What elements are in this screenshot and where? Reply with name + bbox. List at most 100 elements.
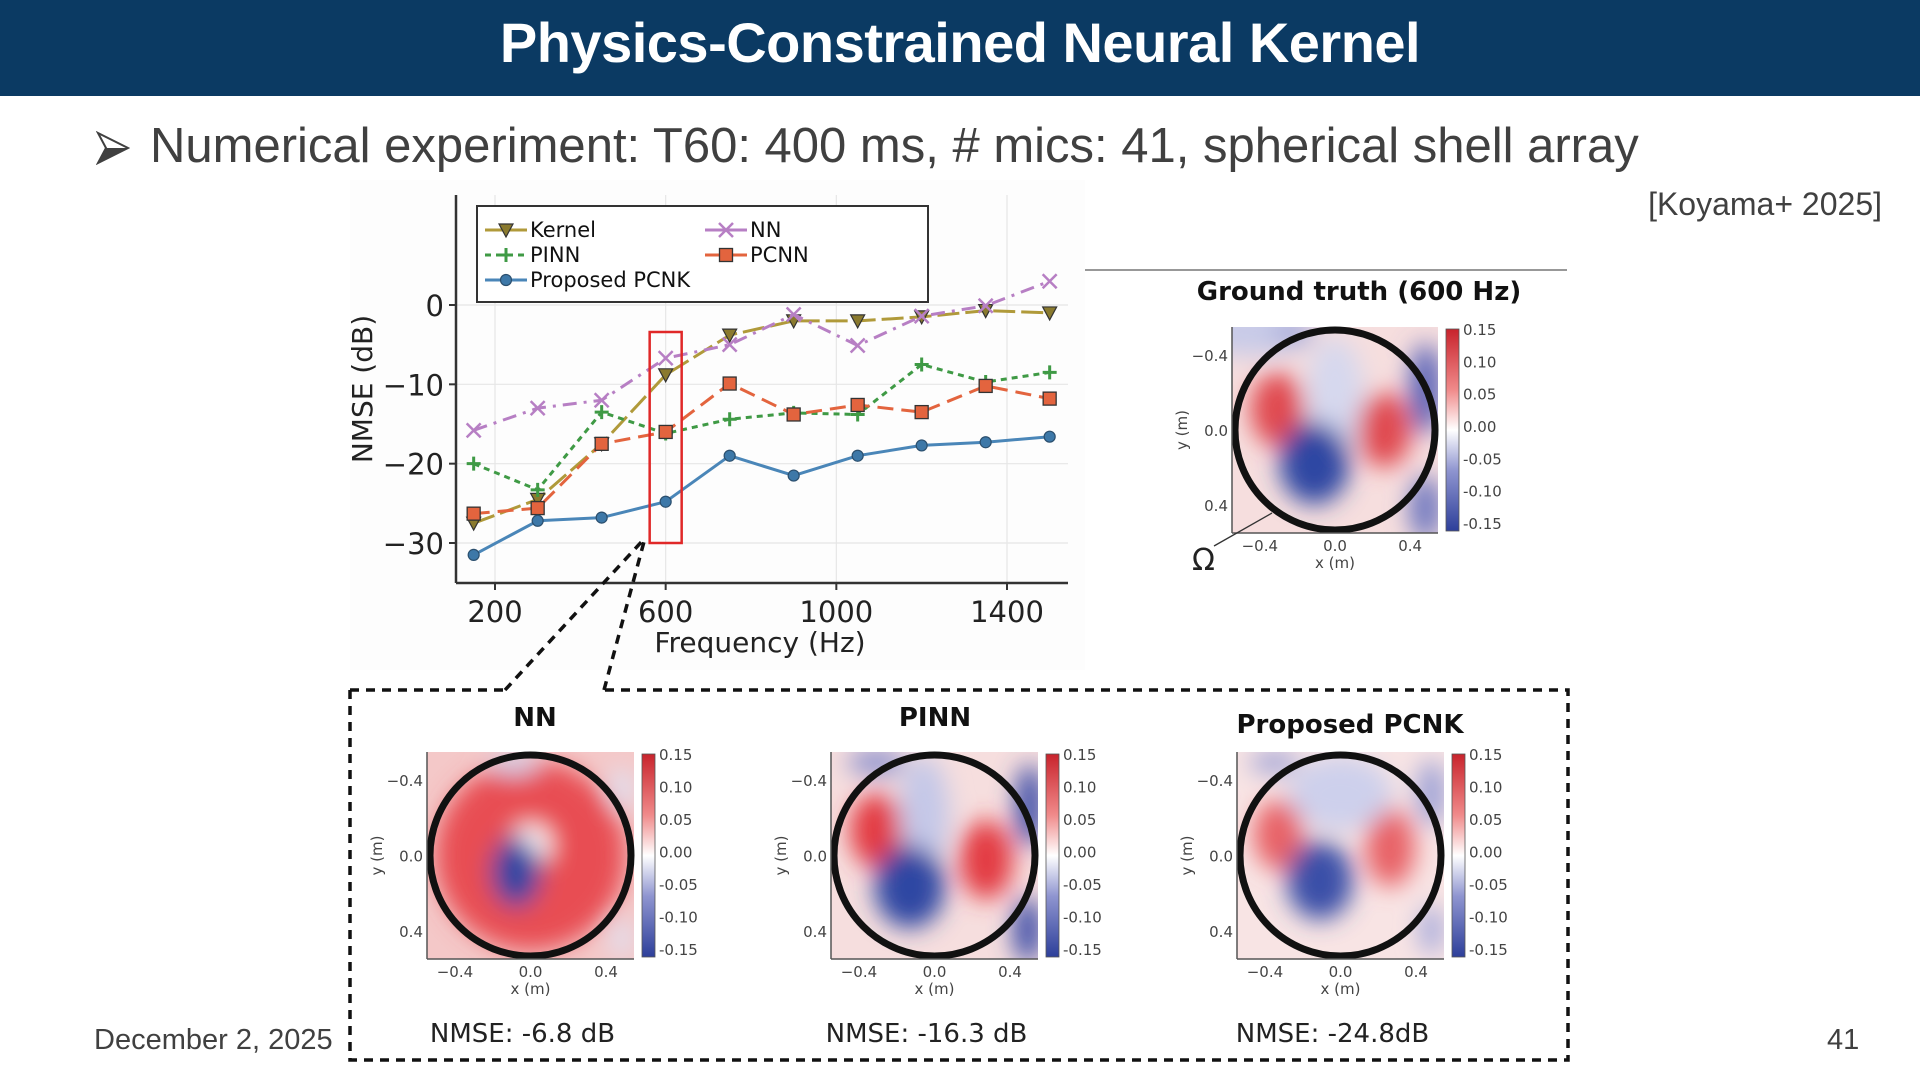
data-point-nn	[465, 422, 482, 439]
data-point-pcnn	[594, 436, 609, 451]
series-line-nn	[473, 279, 1051, 432]
colorbar	[1045, 753, 1060, 958]
field-region	[1417, 760, 1444, 827]
data-point-kernel	[657, 368, 674, 384]
bullet-text: Numerical experiment: T60: 400 ms, # mic…	[150, 119, 1639, 173]
zoom-box-frame	[348, 688, 1570, 1062]
chart-legend: Kernel NN PINN PCNN Proposed PCNK	[476, 205, 929, 303]
heatmap-x-label: x (m)	[915, 980, 955, 998]
legend-entry-kernel: Kernel	[485, 218, 596, 242]
data-point-proposed-pcnk	[1043, 430, 1056, 443]
heatmap-panels: Ground truth (600 Hz) −0.4 0.0 0.4 −0.4 0.0 0.…	[368, 277, 1521, 1049]
field-region	[849, 793, 904, 868]
heatmap-panel-pcnk: Proposed PCNK −0.4 0.0 0.4 −0.4 0.0 0.4 x (m) y …	[1178, 710, 1508, 1049]
y-tick-label: 0	[426, 289, 444, 323]
colorbar-tick-label: 0.15	[1463, 321, 1496, 339]
heatmap-y-tick-label: 0.0	[1209, 848, 1233, 866]
heatmap-y-label: y (m)	[1178, 836, 1196, 876]
legend-marker	[497, 223, 515, 239]
page-number: 41	[1827, 1024, 1860, 1056]
heatmap-y-tick-label: 0.4	[1209, 923, 1233, 941]
colorbar-tick-label: 0.15	[1469, 746, 1502, 764]
colorbar-tick-label: -0.05	[1469, 876, 1508, 894]
heatmap-y-tick-label: 0.0	[1204, 422, 1228, 440]
field-region	[1409, 475, 1438, 533]
heatmap-y-tick-label: 0.0	[399, 848, 423, 866]
heatmap-x-tick-label: 0.0	[519, 963, 543, 981]
y-axis-label: NMSE (dB)	[346, 315, 379, 463]
data-point-proposed-pcnk	[659, 495, 672, 508]
data-point-pcnn	[786, 407, 801, 422]
colorbar-tick-label: 0.10	[1063, 779, 1096, 797]
data-point-pcnn	[658, 424, 673, 440]
data-point-kernel	[849, 314, 866, 330]
heatmap-x-tick-label: −0.4	[841, 963, 877, 981]
colorbar-tick-label: -0.10	[659, 909, 698, 927]
y-tick-label: −20	[383, 448, 444, 482]
colorbar-tick-label: -0.10	[1469, 909, 1508, 927]
omega-pointer-line	[1213, 512, 1273, 547]
colorbar-tick-label: 0.15	[1063, 746, 1096, 764]
heatmap-x-tick-label: 0.4	[1404, 963, 1428, 981]
heatmap-y-tick-label: 0.4	[399, 923, 423, 941]
legend-label: Proposed PCNK	[530, 268, 691, 292]
heatmap-x-tick-label: 0.4	[1398, 537, 1422, 555]
legend-frame	[476, 205, 929, 303]
data-point-nn	[1041, 273, 1058, 290]
legend-label: Kernel	[530, 218, 596, 242]
data-point-nn	[913, 308, 930, 324]
data-point-pcnn	[978, 378, 993, 394]
bullet-point: Numerical experiment: T60: 400 ms, # mic…	[95, 118, 1639, 177]
heatmap-panel-pinn: PINN −0.4 0.0 0.4 −0.4 0.0 0.4 x (m) y (m) 0.15 0.…	[772, 703, 1102, 1049]
data-point-proposed-pcnk	[915, 439, 928, 452]
colorbar-tick-label: 0.05	[1463, 386, 1496, 404]
field-region	[847, 752, 906, 775]
heatmap-title: PINN	[899, 703, 971, 733]
region-boundary-circle	[830, 751, 1039, 960]
connector-line-left	[503, 536, 647, 692]
heatmap-x-tick-label: −0.4	[437, 963, 473, 981]
colorbar-tick-label: 0.10	[1469, 779, 1502, 797]
arrowhead-bullet-icon	[95, 121, 134, 177]
data-point-kernel	[1041, 306, 1058, 322]
heatmap-title: Proposed PCNK	[1236, 710, 1464, 740]
legend-entry-pinn: PINN	[485, 243, 580, 267]
footer-date: December 2, 2025	[94, 1024, 333, 1056]
region-boundary-circle	[1231, 326, 1439, 534]
series-nn	[465, 273, 1058, 439]
field-region	[1250, 372, 1305, 447]
field-region	[1357, 392, 1412, 468]
colorbar-tick-label: -0.05	[1463, 450, 1502, 468]
data-point-nn	[849, 337, 866, 354]
title-bar: Physics-Constrained Neural Kernel	[0, 0, 1920, 96]
heatmap-x-label: x (m)	[511, 980, 551, 998]
nmse-label: NMSE: -24.8dB	[1236, 1019, 1429, 1049]
data-point-nn	[657, 350, 674, 367]
slide-title: Physics-Constrained Neural Kernel	[499, 11, 1421, 74]
data-point-nn	[529, 400, 546, 417]
heatmap-title: NN	[513, 703, 557, 733]
data-point-pinn	[530, 482, 545, 497]
omega-label: Ω	[1192, 543, 1215, 578]
field-region	[1279, 421, 1350, 505]
x-tick-label: 1400	[970, 595, 1044, 629]
data-point-pcnn	[466, 506, 481, 521]
heatmap-y-tick-label: 0.0	[803, 848, 827, 866]
field-blobs	[847, 752, 1038, 959]
series-proposed-pcnk	[467, 430, 1056, 562]
data-point-proposed-pcnk	[787, 469, 800, 482]
legend-marker	[718, 247, 734, 263]
heatmap-title: Ground truth (600 Hz)	[1197, 277, 1521, 307]
field-region	[1365, 807, 1416, 887]
heatmap-x-tick-label: 0.0	[923, 963, 947, 981]
field-region	[1288, 756, 1393, 831]
region-boundary-circle	[1236, 751, 1445, 960]
heatmap-x-tick-label: −0.4	[1242, 537, 1278, 555]
field-region	[1253, 799, 1304, 870]
colorbar-tick-label: -0.15	[1063, 941, 1102, 959]
colorbar-tick-label: 0.00	[1469, 844, 1502, 862]
data-point-nn	[785, 306, 802, 323]
colorbar-tick-label: 0.10	[659, 779, 692, 797]
heatmap-x-tick-label: −0.4	[1247, 963, 1283, 981]
